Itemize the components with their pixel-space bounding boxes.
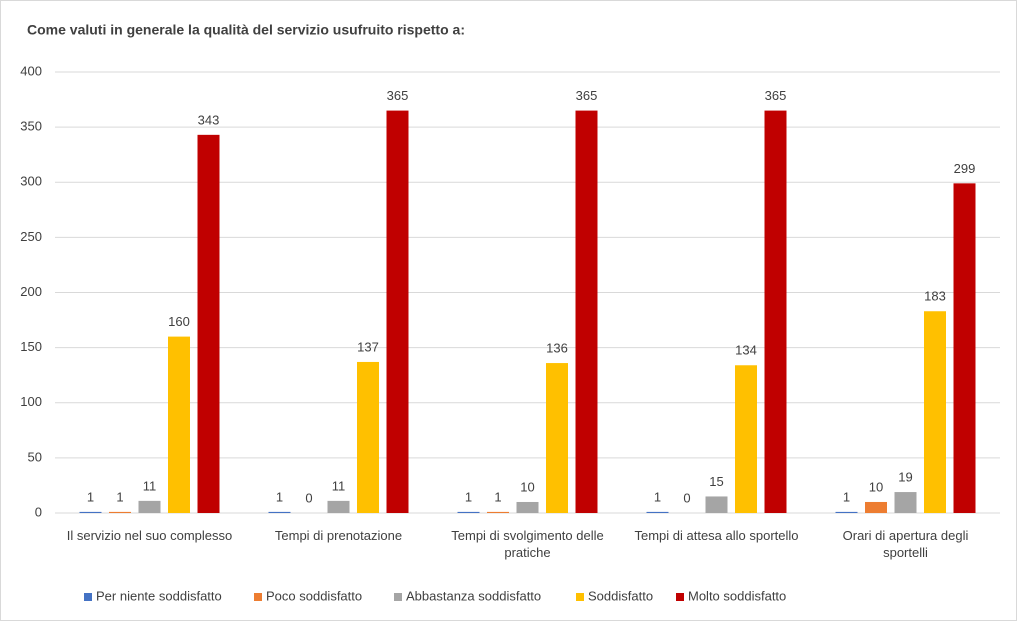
legend-label: Abbastanza soddisfatto: [406, 588, 541, 603]
legend-label: Molto soddisfatto: [688, 588, 786, 603]
data-label: 0: [683, 490, 690, 505]
bar: [516, 501, 539, 513]
data-label: 10: [869, 479, 883, 494]
bar: [357, 361, 379, 513]
bar: [894, 492, 917, 513]
bar: [457, 511, 480, 513]
bar: [646, 511, 669, 513]
chart-title: Come valuti in generale la qualità del s…: [27, 22, 465, 38]
bar: [865, 501, 887, 513]
bar: [705, 496, 728, 513]
data-label: 343: [198, 112, 220, 127]
data-label: 1: [654, 489, 661, 504]
legend-swatch: [84, 593, 92, 601]
data-label: 10: [520, 479, 534, 494]
bar: [197, 134, 220, 513]
data-label: 1: [494, 489, 501, 504]
y-tick-label: 150: [20, 339, 42, 354]
data-label: 136: [546, 340, 568, 355]
data-label: 11: [143, 478, 157, 493]
bar: [109, 511, 131, 513]
data-label: 19: [898, 469, 912, 484]
x-tick-label: Tempi di attesa allo sportello: [634, 528, 799, 543]
data-label: 160: [168, 314, 190, 329]
bar: [268, 511, 291, 513]
y-tick-label: 100: [20, 394, 42, 409]
bar: [735, 365, 757, 513]
bar: [575, 110, 598, 514]
bar: [487, 511, 509, 513]
bar: [764, 110, 787, 514]
y-tick-label: 200: [20, 284, 42, 299]
data-label: 1: [87, 489, 94, 504]
y-tick-label: 350: [20, 119, 42, 134]
data-label: 1: [116, 489, 123, 504]
legend-label: Poco soddisfatto: [266, 588, 362, 603]
x-tick-label: Il servizio nel suo complesso: [66, 528, 233, 543]
bar: [953, 183, 976, 514]
bar: [138, 500, 161, 513]
data-label: 365: [765, 88, 787, 103]
data-label: 15: [709, 474, 723, 489]
bar: [546, 363, 568, 513]
legend-swatch: [254, 593, 262, 601]
data-label: 1: [843, 489, 850, 504]
legend-swatch: [676, 593, 684, 601]
data-label: 365: [576, 88, 598, 103]
data-label: 137: [357, 339, 379, 354]
data-label: 299: [954, 161, 976, 176]
bar: [168, 336, 190, 513]
legend-label: Per niente soddisfatto: [96, 588, 222, 603]
y-tick-label: 250: [20, 229, 42, 244]
y-tick-label: 300: [20, 174, 42, 189]
x-tick-label: Orari di apertura degli sportelli: [842, 528, 969, 560]
legend-swatch: [394, 593, 402, 601]
legend-swatch: [576, 593, 584, 601]
y-tick-label: 400: [20, 63, 42, 78]
data-label: 1: [465, 489, 472, 504]
x-tick-label: Tempi di prenotazione: [274, 528, 403, 543]
data-label: 183: [924, 289, 946, 304]
bar: [386, 110, 409, 514]
data-label: 11: [332, 478, 346, 493]
data-label: 1: [276, 489, 283, 504]
data-label: 134: [735, 343, 757, 358]
bar: [79, 511, 102, 513]
data-label: 365: [387, 88, 409, 103]
x-tick-label: Tempi di svolgimento delle pratiche: [451, 528, 604, 560]
y-tick-label: 0: [35, 504, 42, 519]
legend-label: Soddisfatto: [588, 588, 653, 603]
bar: [327, 500, 350, 513]
data-label: 0: [305, 490, 312, 505]
y-tick-label: 50: [28, 449, 42, 464]
bar: [835, 511, 858, 513]
bar: [924, 311, 946, 513]
